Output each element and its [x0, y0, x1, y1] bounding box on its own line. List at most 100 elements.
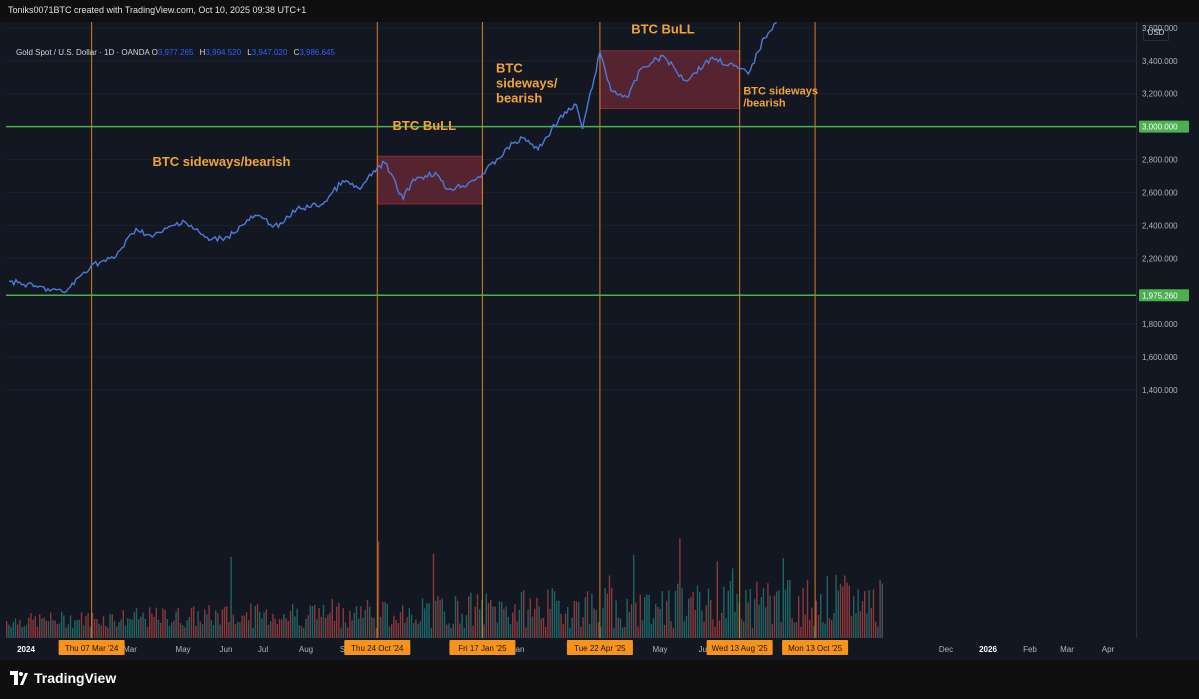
volume-bar: [17, 624, 19, 638]
volume-bar: [272, 613, 274, 638]
volume-bar: [375, 627, 377, 638]
price-point: [537, 148, 539, 151]
volume-bar: [771, 623, 773, 638]
volume-bar: [580, 626, 582, 638]
volume-bar: [204, 609, 206, 638]
volume-bar: [870, 608, 872, 638]
volume-bar: [410, 614, 413, 638]
price-axis-svg: 4,800.0004,600.0004,400.0004,200.0003,80…: [1139, 24, 1189, 395]
date-badge-bg: [706, 640, 773, 655]
time-tick-label: Mar: [1060, 645, 1074, 654]
volume-bar: [435, 600, 437, 638]
volume-bar: [652, 618, 655, 638]
price-tick-label: 1,800.000: [1142, 320, 1178, 329]
volume-bar: [560, 613, 562, 638]
volume-bar: [45, 620, 47, 638]
annotation-line: /bearish: [743, 98, 785, 110]
price-axis[interactable]: USD 4,800.0004,600.0004,400.0004,200.000…: [1136, 22, 1199, 638]
volume-bar: [465, 615, 468, 638]
volume-bar: [349, 610, 351, 638]
volume-bar: [102, 616, 105, 638]
date-badge-bg: [58, 640, 125, 655]
volume-bar: [575, 601, 578, 638]
price-line: [9, 22, 777, 294]
price-point: [112, 257, 115, 260]
volume-bar: [490, 599, 492, 638]
volume-bar: [402, 605, 404, 638]
volume-bar: [340, 627, 342, 638]
volume-bar: [828, 618, 831, 638]
volume-bar: [131, 619, 133, 638]
volume-bar: [327, 614, 329, 638]
volume-bar: [124, 625, 127, 638]
volume-bar: [338, 602, 340, 638]
volume-bar: [360, 606, 362, 638]
price-point: [558, 117, 560, 120]
volume-bar: [98, 623, 100, 638]
level-badge-bg: [1139, 289, 1189, 302]
volume-bar: [850, 615, 853, 638]
volume-bar: [712, 619, 714, 638]
price-point: [684, 79, 687, 82]
volume-bar: [617, 617, 619, 638]
low-value: 3,947.020: [251, 48, 288, 57]
time-tick-label: May: [175, 645, 190, 654]
volume-bar: [67, 624, 69, 638]
volume-bar: [406, 617, 408, 638]
volume-bar: [483, 624, 485, 638]
volume-bar: [512, 612, 514, 638]
volume-bar: [809, 619, 811, 638]
time-axis[interactable]: 2024FebMarMayJunJulAugSepOctDecJanMarMay…: [0, 638, 1199, 660]
volume-bar: [672, 627, 674, 638]
volume-bar: [494, 606, 496, 638]
chart-plot-area[interactable]: Gold Spot / U.S. Dollar · 1D · OANDA O3,…: [6, 22, 1136, 638]
volume-bar: [481, 599, 483, 638]
volume-bar: [516, 621, 518, 638]
volume-bar: [461, 613, 463, 638]
volume-bar: [160, 623, 162, 638]
price-point: [253, 214, 256, 217]
time-tick-label: Jun: [220, 645, 233, 654]
volume-bar: [371, 617, 373, 638]
price-point: [376, 166, 379, 169]
volume-bar: [800, 626, 802, 638]
price-point: [90, 263, 93, 266]
volume-bar: [725, 618, 727, 638]
volume-bar: [94, 618, 96, 638]
price-chart-svg: BTC sideways/bearish BTC BuLL BTC sideways/…: [6, 22, 1136, 638]
volume-bar: [118, 622, 120, 638]
volume-bar: [584, 597, 586, 638]
volume-bar: [285, 618, 287, 638]
volume-bar: [503, 608, 505, 638]
price-point: [341, 180, 344, 182]
volume-bar: [190, 607, 193, 638]
volume-bar: [604, 588, 606, 638]
volume-bar: [595, 610, 597, 638]
volume-bar: [151, 613, 153, 638]
volume-bar: [501, 601, 503, 638]
currency-button[interactable]: USD: [1143, 25, 1169, 41]
volume-bar: [545, 626, 547, 638]
volume-bar: [61, 611, 63, 638]
volume-bar: [142, 612, 144, 638]
price-point: [383, 161, 386, 164]
volume-bar: [311, 606, 314, 638]
volume-bar: [448, 623, 450, 638]
volume-bar: [540, 618, 542, 638]
volume-bar: [683, 621, 685, 638]
volume-bar: [727, 590, 729, 638]
volume-bar: [740, 619, 743, 638]
volume-bar: [182, 625, 184, 638]
volume-bar: [377, 541, 380, 638]
volume-bar: [452, 623, 454, 638]
volume-bar: [864, 591, 866, 638]
volume-bar: [439, 600, 441, 638]
tradingview-logo-icon: [10, 671, 28, 685]
volume-bar: [754, 599, 756, 638]
price-point: [402, 198, 405, 200]
volume-bar: [252, 627, 254, 638]
volume-bar: [479, 609, 481, 638]
volume-bar: [138, 619, 140, 638]
volume-bar: [78, 619, 80, 638]
volume-bar: [848, 585, 850, 638]
